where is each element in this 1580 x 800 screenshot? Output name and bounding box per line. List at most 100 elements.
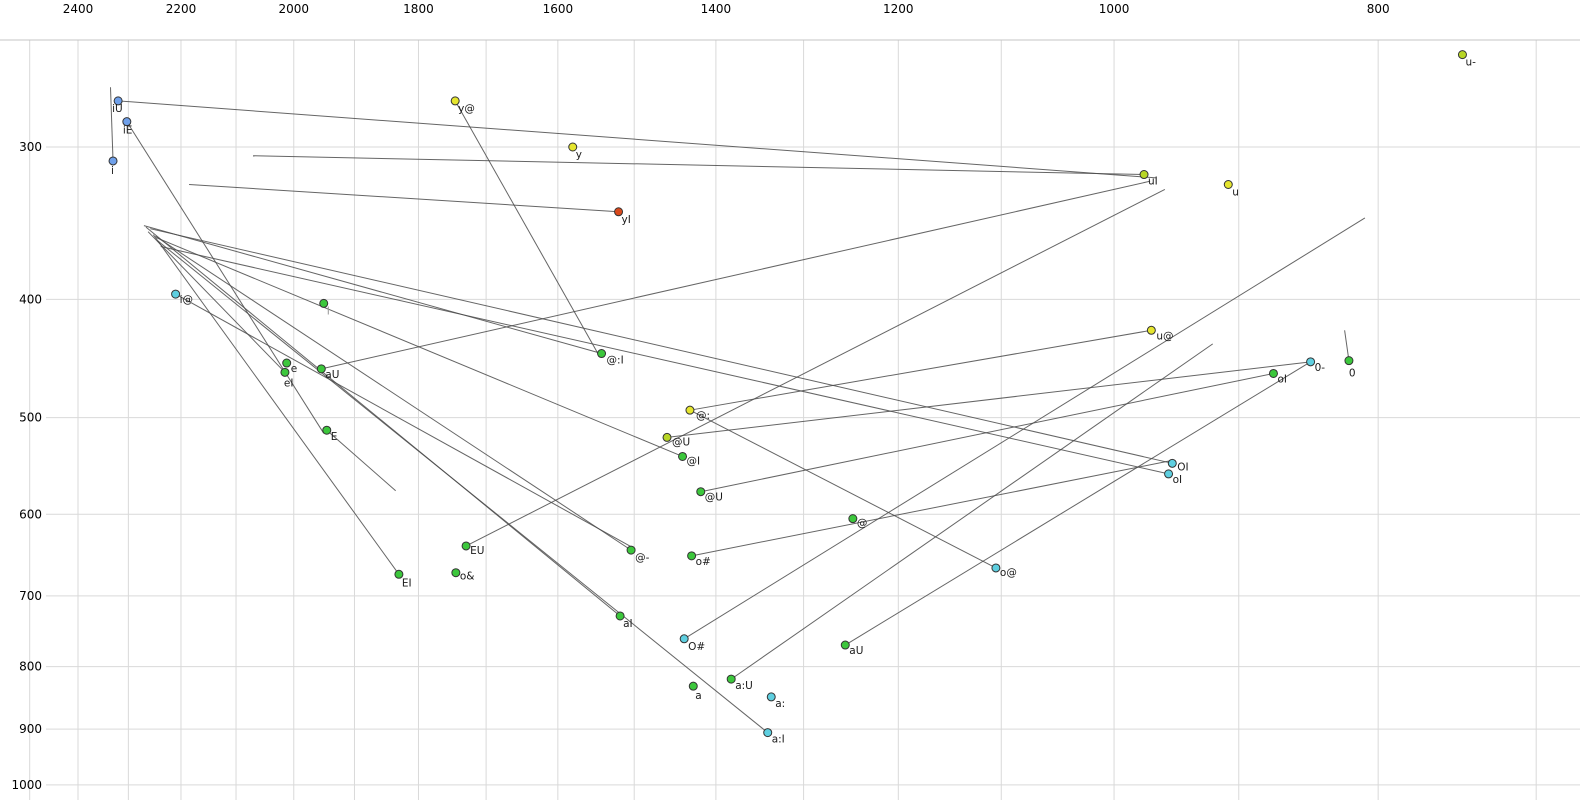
vowel-point: [322, 425, 332, 435]
vowel-point: [461, 541, 471, 551]
trajectory-line: [689, 329, 1152, 411]
vowel-point: [1146, 325, 1156, 335]
vowel-point: [678, 451, 688, 461]
vowel-point-label: i: [111, 165, 114, 177]
trajectory-layer: [109, 87, 1366, 733]
vowel-point: [319, 298, 329, 308]
trajectory-line: [730, 343, 1214, 680]
vowel-point: [726, 674, 736, 684]
trajectory-line: [157, 240, 769, 733]
x-tick-label: 1200: [883, 2, 914, 16]
vowel-point: [122, 117, 132, 127]
trajectory-line: [666, 361, 1311, 438]
vowel-point: [766, 692, 776, 702]
vowel-point: [662, 432, 672, 442]
vowel-point: [991, 563, 1001, 573]
vowel-point: [1457, 50, 1467, 60]
vowel-point: [394, 569, 404, 579]
y-tick-label: 900: [19, 722, 42, 736]
vowel-point-label: o@: [1000, 567, 1017, 579]
vowel-point: [615, 611, 625, 621]
vowel-point: [113, 96, 123, 106]
vowel-point-label: eI: [284, 377, 294, 389]
vowel-point-label: o&: [460, 571, 475, 583]
x-tick-label: 2400: [63, 2, 94, 16]
vowel-point: [679, 634, 689, 644]
vowel-point-label: e: [291, 363, 297, 375]
y-tick-label: 500: [19, 411, 42, 425]
trajectory-line: [845, 361, 1311, 646]
vowel-point: [1306, 357, 1316, 367]
vowel-point: [763, 728, 773, 738]
vowel-point: [282, 358, 292, 368]
trajectory-line: [465, 188, 1166, 547]
vowel-point-label: u: [1232, 186, 1239, 198]
trajectory-line: [155, 235, 632, 551]
vowel-point-label: u-: [1465, 57, 1476, 69]
vowel-point-label: yI: [622, 214, 631, 226]
vowel-point-label: aI: [623, 618, 633, 630]
x-tick-label: 1800: [403, 2, 434, 16]
vowel-point: [450, 96, 460, 106]
vowel-point-label: uI: [1148, 176, 1158, 188]
trajectory-line: [126, 121, 325, 434]
vowel-point-label: oI: [1277, 373, 1287, 385]
vowel-point-label: aU: [325, 369, 339, 381]
trajectory-line: [145, 226, 621, 617]
trajectory-line: [143, 225, 602, 355]
vowel-point: [1344, 356, 1354, 366]
vowel-point: [1164, 469, 1174, 479]
vowel-point-label: EI: [402, 577, 412, 589]
trajectory-line: [689, 409, 997, 569]
trajectory-line: [175, 293, 635, 549]
vowel-point: [280, 367, 290, 377]
trajectory-line: [683, 217, 1366, 640]
vowel-point-label: 0: [1349, 368, 1356, 380]
vowel-point: [316, 364, 326, 374]
vowel-point: [687, 551, 697, 561]
vowel-point: [626, 545, 636, 555]
vowel-point: [1223, 179, 1233, 189]
vowel-point: [451, 568, 461, 578]
vowel-point-label: @U: [705, 492, 723, 504]
vowel-point-label: @:I: [607, 355, 624, 367]
vowel-point-label: oI: [1173, 474, 1183, 486]
trajectory-line: [156, 237, 683, 457]
vowel-point-label: @: [857, 518, 868, 530]
vowel-point: [688, 681, 698, 691]
trajectory-line: [253, 155, 1145, 176]
y-tick-label: 400: [19, 292, 42, 306]
vowel-point-label: I: [327, 305, 330, 317]
vowel-point-label: iE: [123, 125, 133, 137]
trajectory-line: [189, 183, 619, 213]
y-tick-label: 600: [19, 507, 42, 521]
vowel-point-label: a: [695, 690, 701, 702]
trajectory-line: [1344, 330, 1350, 361]
vowel-point-label: a:: [775, 698, 785, 710]
vowel-point: [840, 640, 850, 650]
vowel-point-label: @:: [696, 410, 710, 422]
x-tick-label: 2200: [166, 2, 197, 16]
y-tick-label: 800: [19, 660, 42, 674]
y-tick-label: 300: [19, 140, 42, 154]
trajectory-line: [152, 234, 400, 575]
vowel-point-label: iU: [112, 103, 123, 115]
x-tick-label: 1600: [543, 2, 574, 16]
trajectory-line: [118, 100, 1157, 179]
trajectory-line: [321, 180, 1151, 370]
x-tick-label: 1400: [701, 2, 732, 16]
trajectory-line: [160, 246, 1169, 475]
vowel-point: [685, 405, 695, 415]
vowel-point-label: EU: [470, 545, 484, 557]
vowel-point-label: u@: [1156, 330, 1173, 342]
vowel-point: [614, 207, 624, 217]
vowel-point-label: o#: [696, 556, 711, 568]
vowel-point-label: a:U: [735, 680, 753, 692]
y-tick-label: 700: [19, 589, 42, 603]
vowel-point-label: a:I: [772, 734, 785, 746]
trajectory-line: [150, 228, 1173, 464]
vowel-point-label: i@: [180, 294, 193, 306]
